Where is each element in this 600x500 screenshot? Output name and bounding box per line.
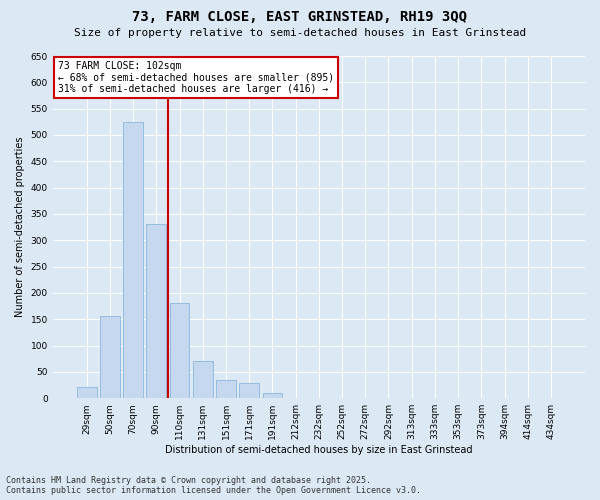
Bar	[100, 316, 120, 398]
Text: Size of property relative to semi-detached houses in East Grinstead: Size of property relative to semi-detach…	[74, 28, 526, 38]
Bar	[263, 393, 282, 398]
X-axis label: Distribution of semi-detached houses by size in East Grinstead: Distribution of semi-detached houses by …	[165, 445, 473, 455]
Bar	[216, 380, 236, 398]
Bar	[170, 304, 190, 398]
Text: 73, FARM CLOSE, EAST GRINSTEAD, RH19 3QQ: 73, FARM CLOSE, EAST GRINSTEAD, RH19 3QQ	[133, 10, 467, 24]
Bar	[239, 384, 259, 398]
Y-axis label: Number of semi-detached properties: Number of semi-detached properties	[15, 137, 25, 318]
Bar	[77, 386, 97, 398]
Bar	[193, 362, 212, 398]
Text: Contains HM Land Registry data © Crown copyright and database right 2025.
Contai: Contains HM Land Registry data © Crown c…	[6, 476, 421, 495]
Text: 73 FARM CLOSE: 102sqm
← 68% of semi-detached houses are smaller (895)
31% of sem: 73 FARM CLOSE: 102sqm ← 68% of semi-deta…	[58, 61, 334, 94]
Bar	[123, 122, 143, 398]
Bar	[146, 224, 166, 398]
